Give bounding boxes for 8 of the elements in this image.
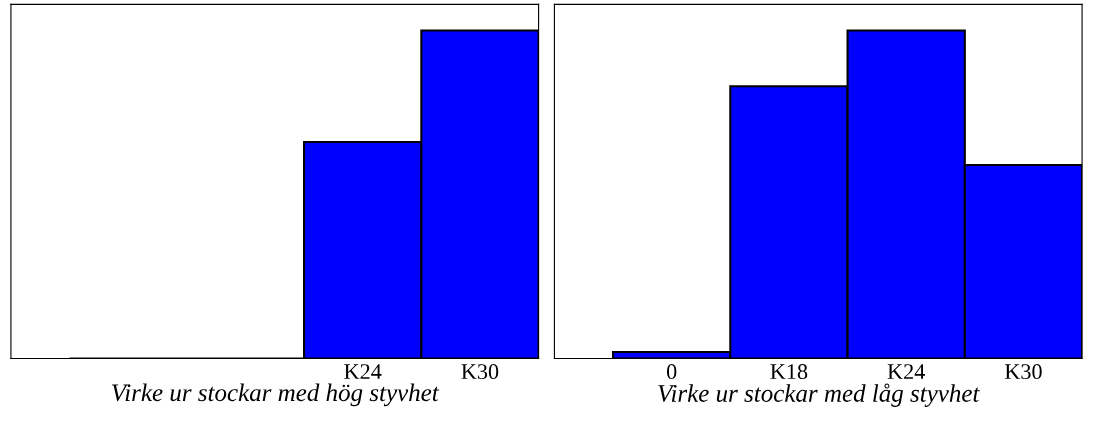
x-axis-title: Virke ur stockar med låg styvhet (658, 383, 980, 408)
x-axis-title: Virke ur stockar med hög styvhet (112, 383, 440, 407)
x-tick-label: K18 (770, 364, 808, 380)
x-tick-label: K30 (1004, 364, 1042, 380)
x-tick-label: K24 (344, 364, 382, 379)
x-tick-label: 0 (666, 364, 677, 380)
x-tick-label: K30 (461, 364, 499, 380)
x-tick-label: K24 (887, 364, 925, 379)
